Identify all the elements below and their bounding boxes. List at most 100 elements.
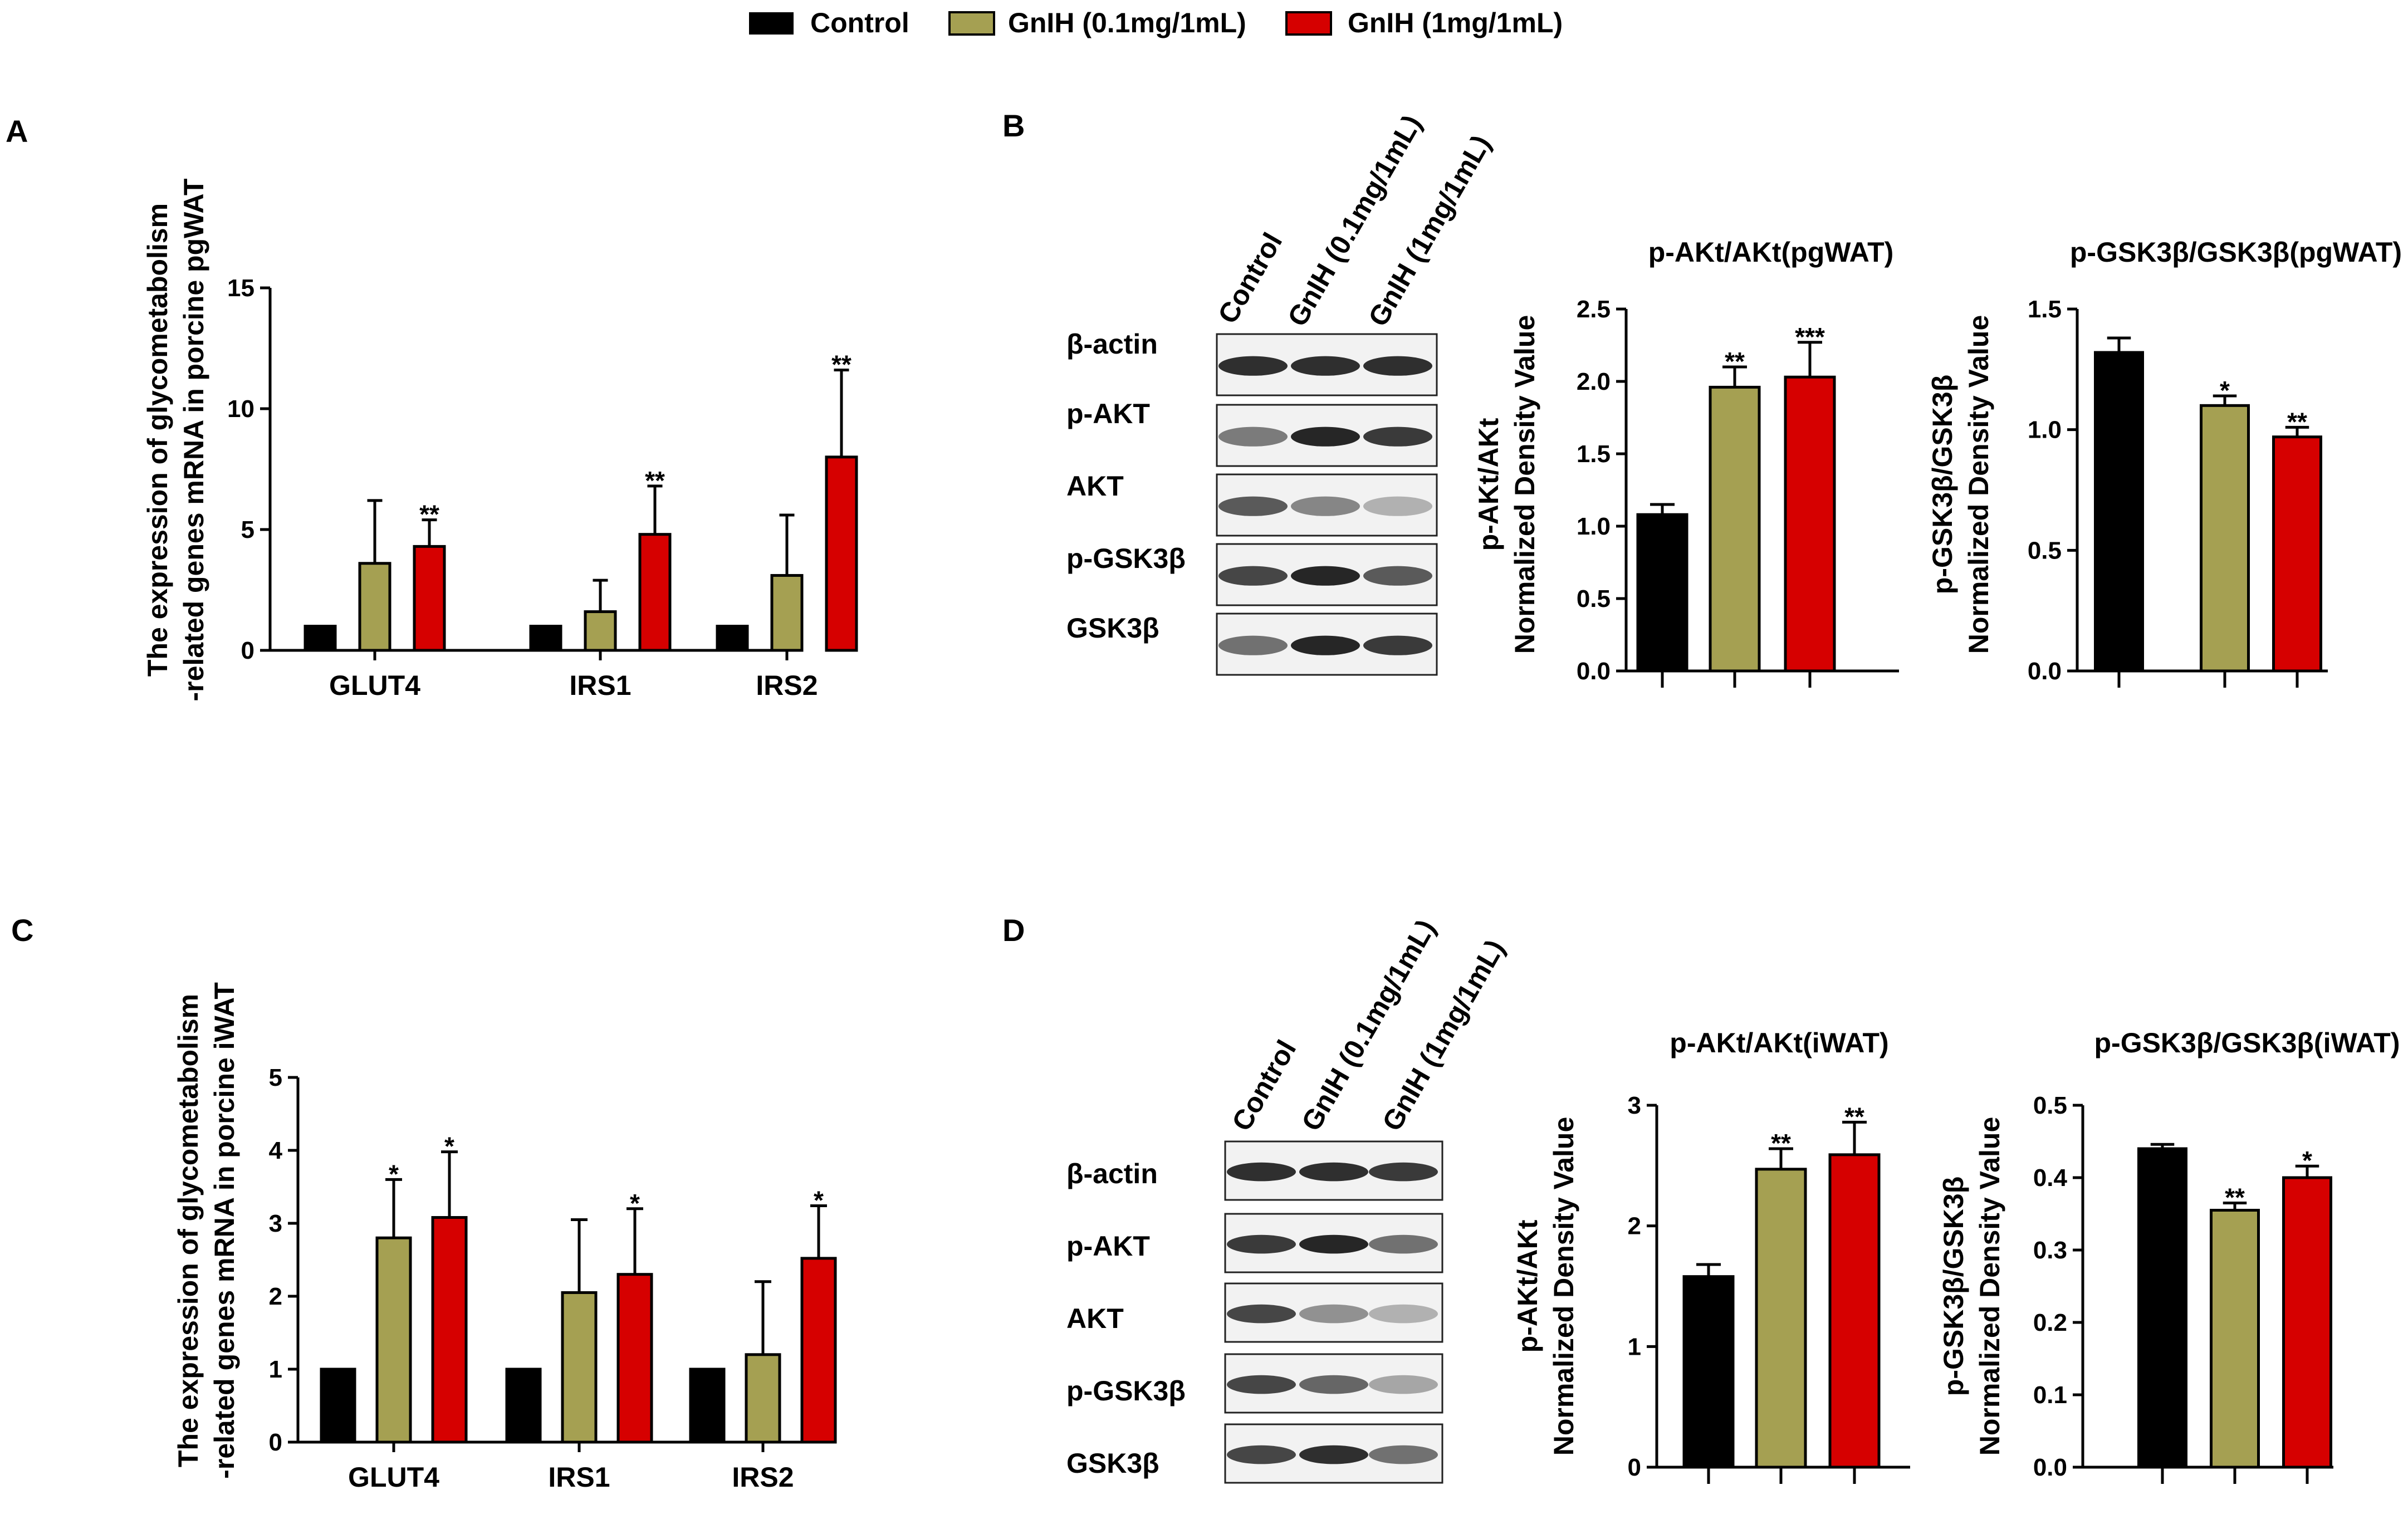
chart-d1-ytick-label: 1 xyxy=(1628,1333,1641,1360)
legend-label-gnih-high: GnIH (1mg/1mL) xyxy=(1348,7,1563,38)
chart-b2-s0-bar xyxy=(2094,351,2144,673)
chart-d2-ylabel-line1: p-GSK3β/GSK3β xyxy=(1938,1177,1969,1396)
chart-d1-ytick-label: 3 xyxy=(1628,1092,1641,1119)
chart-b1-s2-bar xyxy=(1784,375,1836,673)
chart-a-ylabel-line2: -related genes mRNA in porcine pgWAT xyxy=(178,179,209,702)
chart-a-irs1-s2-bar xyxy=(638,533,672,652)
chart-c-ytick-label: 0 xyxy=(269,1429,282,1456)
chart-b2-ytick-label: 1.0 xyxy=(2028,416,2062,444)
blot-B-band xyxy=(1291,356,1360,376)
blot-D-band xyxy=(1369,1304,1438,1324)
chart-c-ytick-label: 2 xyxy=(269,1283,282,1310)
legend-swatch-gnih-high xyxy=(1285,11,1332,36)
chart-a-irs2-s1-bar xyxy=(770,574,804,652)
blot-B-band xyxy=(1363,356,1432,376)
chart-a-glut4-s2-significance: ** xyxy=(419,500,439,529)
chart-c-glut4-s1-bar xyxy=(375,1236,412,1444)
chart-b1-ytick-label: 2.0 xyxy=(1577,368,1611,395)
chart-c-glut4-s2-significance: * xyxy=(444,1132,454,1161)
chart-b1-ytick-label: 0.5 xyxy=(1577,585,1611,612)
chart-d2-s1-significance: ** xyxy=(2225,1183,2245,1212)
chart-d2-ytick-label: 0.2 xyxy=(2033,1309,2067,1336)
blot-B-band xyxy=(1363,427,1432,447)
chart-a-glut4-s2-bar xyxy=(413,545,446,652)
chart-d1-ytick-label: 2 xyxy=(1628,1213,1641,1240)
blot-D-band xyxy=(1369,1375,1438,1394)
chart-d2-s2-significance: * xyxy=(2302,1146,2312,1175)
blot-B-band xyxy=(1291,566,1360,586)
chart-b2-ytick-label: 1.5 xyxy=(2028,296,2062,323)
blot-b-lane-control: Control xyxy=(1212,228,1288,329)
chart-b1-ylabel-line1: p-AKt/AKt xyxy=(1473,418,1504,551)
blot-b-row-akt: AKT xyxy=(1066,471,1124,502)
blot-B-band xyxy=(1291,496,1360,516)
chart-a-category-label: GLUT4 xyxy=(329,670,420,701)
blot-d-row-p-gsk3b: p-GSK3β xyxy=(1066,1375,1186,1406)
blot-b-row-beta-actin: β-actin xyxy=(1066,329,1158,360)
chart-c-glut4-s2-bar xyxy=(431,1216,468,1444)
blot-D-band xyxy=(1299,1445,1368,1464)
chart-b1-ytick-label: 1.5 xyxy=(1577,440,1611,468)
blot-B-band xyxy=(1363,566,1432,586)
chart-a-irs2-s0-bar xyxy=(716,625,749,652)
chart-b2-ytick-label: 0.0 xyxy=(2028,658,2062,685)
chart-c-irs2-s0-bar xyxy=(689,1368,726,1444)
chart-b1-ytick-label: 1.0 xyxy=(1577,513,1611,540)
panel-label-d: D xyxy=(1002,913,1025,948)
chart-c-glut4-s1-significance: * xyxy=(389,1159,399,1188)
chart-d2-s1-bar xyxy=(2210,1209,2260,1469)
chart-b2-ylabel-line2: Normalized Density Value xyxy=(1963,315,1994,654)
chart-c-ylabel-line1: The expression of glycometabolism xyxy=(173,994,204,1467)
chart-d2-ytick-label: 0.4 xyxy=(2033,1164,2068,1192)
chart-b1-ytick-label: 0.0 xyxy=(1577,658,1611,685)
blot-B-band xyxy=(1218,566,1288,586)
chart-c-irs1-s2-bar xyxy=(616,1273,653,1444)
chart-a-category-label: IRS1 xyxy=(569,670,631,701)
panel-label-b: B xyxy=(1002,108,1025,143)
blot-D-band xyxy=(1227,1445,1296,1464)
blot-d-row-gsk3b: GSK3β xyxy=(1066,1448,1159,1479)
chart-c-ytick-label: 4 xyxy=(269,1137,283,1164)
chart-d1-title: p-AKt/AKt(iWAT) xyxy=(1670,1027,1888,1058)
chart-a-ylabel-line1: The expression of glycometabolism xyxy=(142,203,173,677)
chart-b2-title: p-GSK3β/GSK3β(pgWAT) xyxy=(2070,237,2402,268)
chart-a-irs1-s1-bar xyxy=(584,610,617,652)
blot-B-band xyxy=(1218,427,1288,447)
chart-c-category-label: IRS1 xyxy=(548,1462,610,1493)
chart-b1-title: p-AKt/AKt(pgWAT) xyxy=(1648,237,1894,268)
chart-d1-ytick-label: 0 xyxy=(1628,1454,1641,1481)
western-blot-d: Control GnIH (0.1mg/1mL) GnIH (1mg/1mL) … xyxy=(1066,914,1511,1484)
chart-d1-s0-bar xyxy=(1682,1275,1735,1469)
chart-d2-title: p-GSK3β/GSK3β(iWAT) xyxy=(2094,1027,2400,1058)
chart-d2-ylabel-line2: Normalized Density Value xyxy=(1974,1117,2005,1456)
chart-a-ytick-label: 5 xyxy=(241,516,254,543)
chart-d1-s2-significance: ** xyxy=(1844,1102,1864,1131)
chart-d2-ytick-label: 0.5 xyxy=(2033,1092,2067,1119)
chart-a-glut4-s0-bar xyxy=(304,625,337,652)
blot-D-band xyxy=(1299,1375,1368,1394)
chart-b2-s1-significance: * xyxy=(2220,376,2230,405)
chart-d1-ylabel-line1: p-AKt/AKt xyxy=(1512,1219,1543,1352)
chart-b1-s0-bar xyxy=(1636,513,1688,673)
blot-B-band xyxy=(1363,635,1432,655)
chart-b2-s2-significance: ** xyxy=(2287,407,2307,436)
blot-d-row-p-akt: p-AKT xyxy=(1066,1231,1150,1262)
chart-d2-ytick-label: 0.3 xyxy=(2033,1237,2067,1264)
chart-a-pgwat-mrna: The expression of glycometabolism -relat… xyxy=(142,179,858,702)
chart-a-glut4-s1-bar xyxy=(358,562,391,652)
blot-d-row-akt: AKT xyxy=(1066,1303,1124,1334)
chart-a-ytick-label: 10 xyxy=(227,395,254,423)
chart-c-irs1-s2-significance: * xyxy=(630,1189,640,1218)
blot-D-band xyxy=(1299,1304,1368,1324)
chart-a-irs2-s2-significance: ** xyxy=(831,350,851,379)
chart-d1-ylabel-line2: Normalized Density Value xyxy=(1548,1117,1579,1456)
chart-c-ylabel-line2: -related genes mRNA in porcine iWAT xyxy=(209,982,240,1479)
blot-d-row-beta-actin: β-actin xyxy=(1066,1158,1158,1189)
chart-c-ytick-label: 3 xyxy=(269,1210,282,1237)
chart-a-irs1-s2-significance: ** xyxy=(645,466,665,495)
chart-b1-s1-significance: ** xyxy=(1725,347,1745,376)
legend-label-control: Control xyxy=(810,7,909,38)
blot-D-band xyxy=(1227,1304,1296,1324)
chart-b1-s1-bar xyxy=(1709,385,1761,673)
